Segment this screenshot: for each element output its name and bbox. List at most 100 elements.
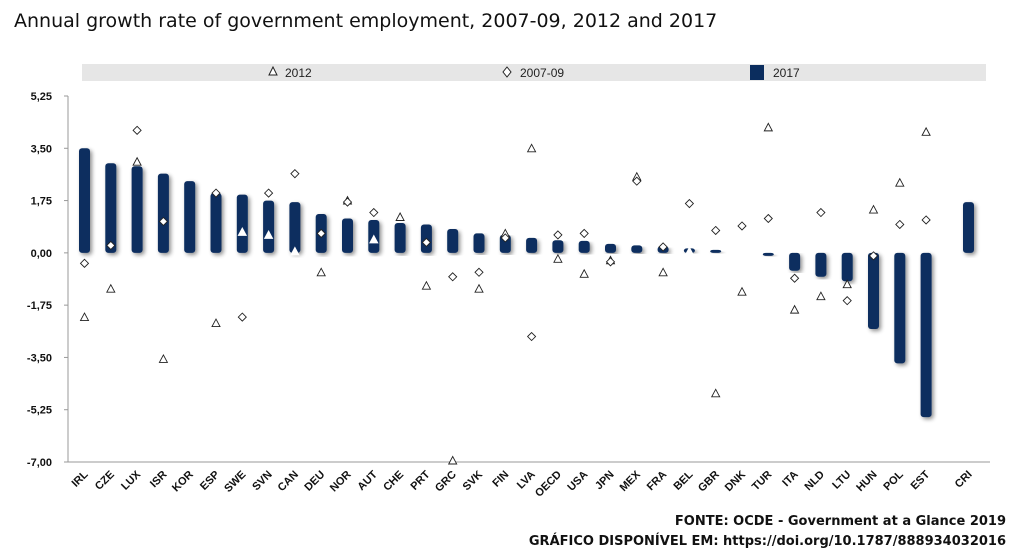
marker-2012-lux bbox=[132, 156, 142, 166]
bar-2017-hun bbox=[868, 252, 879, 330]
marker-2007-09-esp bbox=[211, 188, 221, 198]
bar-2017-ita bbox=[789, 252, 801, 271]
x-category-ltu: LTU bbox=[830, 469, 853, 492]
x-category-lux: LUX bbox=[119, 468, 144, 493]
x-category-swe: SWE bbox=[222, 469, 248, 495]
marker-2007-09-nld bbox=[816, 207, 826, 218]
marker-2012-grc bbox=[447, 455, 458, 465]
bar-2017-irl bbox=[79, 148, 90, 253]
x-category-jpn: JPN bbox=[593, 469, 617, 493]
marker-2012-tur bbox=[763, 122, 774, 132]
marker-2012-nld bbox=[816, 291, 826, 301]
marker-2012-ita bbox=[789, 304, 800, 314]
bar-2017-isr bbox=[157, 173, 169, 253]
bar-2017-che bbox=[394, 222, 406, 253]
y-tick-label: 5,25 bbox=[31, 91, 52, 103]
x-category-lva: LVA bbox=[515, 469, 538, 492]
marker-2012-swe bbox=[237, 226, 248, 236]
bars-2017 bbox=[79, 148, 974, 418]
marker-2012-aut bbox=[369, 234, 379, 244]
x-category-fra: FRA bbox=[645, 469, 670, 494]
x-category-ita: ITA bbox=[780, 469, 800, 489]
marker-2012-svn bbox=[263, 229, 274, 239]
x-category-kor: KOR bbox=[170, 469, 196, 495]
marker-2012-irl bbox=[79, 312, 90, 322]
marker-2012-cze bbox=[106, 283, 116, 293]
marker-2012-oecd bbox=[553, 253, 563, 263]
bar-2017-esp bbox=[210, 193, 222, 253]
x-category-tur: TUR bbox=[750, 469, 775, 494]
y-tick-label: 3,50 bbox=[31, 143, 52, 155]
marker-2012-usa bbox=[579, 268, 589, 278]
marker-2007-09-grc bbox=[448, 272, 458, 282]
marker-2007-09-gbr bbox=[711, 225, 721, 236]
marker-2012-deu bbox=[316, 267, 326, 277]
x-category-deu: DEU bbox=[302, 469, 327, 494]
x-category-svn: SVN bbox=[250, 469, 275, 494]
marker-2012-hun bbox=[868, 204, 879, 214]
marker-2007-09-nor bbox=[342, 197, 353, 207]
marker-2012-bel bbox=[684, 246, 695, 256]
bar-2017-swe bbox=[236, 194, 248, 253]
legend-2007-09-label: 2007-09 bbox=[520, 66, 564, 80]
x-category-nld: NLD bbox=[803, 469, 828, 494]
y-tick-label: 0,00 bbox=[31, 248, 52, 260]
bar-2017-ltu bbox=[841, 252, 853, 282]
marker-2007-09-isr bbox=[158, 216, 169, 227]
marker-2007-09-fin bbox=[500, 233, 510, 243]
y-tick-label: 1,75 bbox=[31, 196, 52, 208]
bar-2017-cri bbox=[963, 202, 974, 253]
x-category-grc: GRC bbox=[433, 469, 459, 495]
y-axis-ticks: 5,25 3,50 1,75 0,00 -1,75 -3,50 -5,25 -7,00 bbox=[27, 91, 68, 469]
markers bbox=[79, 122, 931, 465]
legend: 2012 2007-09 2017 bbox=[82, 64, 986, 81]
marker-2007-09-est bbox=[921, 215, 931, 225]
x-category-cze: CZE bbox=[93, 469, 117, 493]
marker-2007-09-lva bbox=[526, 331, 537, 342]
marker-2012-ltu bbox=[842, 279, 852, 289]
y-tick-label: -5,25 bbox=[27, 405, 52, 417]
legend-2017-label: 2017 bbox=[773, 66, 800, 80]
x-category-svk: SVK bbox=[461, 469, 486, 494]
marker-2007-09-mex bbox=[632, 176, 642, 186]
x-category-mex: MEX bbox=[618, 468, 644, 494]
bar-2017-gbr bbox=[710, 249, 722, 253]
marker-2007-09-prt bbox=[421, 237, 432, 248]
bar-2017-oecd bbox=[552, 240, 564, 253]
legend-2017-marker bbox=[750, 65, 764, 80]
marker-2012-est bbox=[921, 126, 931, 136]
x-category-irl: IRL bbox=[70, 468, 91, 489]
marker-2007-09-tur bbox=[763, 213, 773, 224]
x-category-oecd: OECD bbox=[533, 469, 564, 500]
x-category-pol: POL bbox=[881, 468, 906, 493]
x-category-esp: ESP bbox=[198, 469, 222, 493]
marker-2012-svk bbox=[474, 283, 484, 293]
bar-2017-grc bbox=[447, 228, 459, 253]
x-category-est: EST bbox=[909, 468, 933, 492]
marker-2007-09-irl bbox=[79, 258, 90, 268]
x-category-cri: CRI bbox=[953, 469, 975, 491]
x-category-prt: PRT bbox=[408, 468, 432, 492]
marker-2007-09-bel bbox=[684, 198, 695, 209]
marker-2007-09-jpn bbox=[605, 257, 616, 267]
x-category-che: CHE bbox=[381, 469, 406, 494]
y-tick-label: -7,00 bbox=[27, 457, 52, 469]
bar-2017-jpn bbox=[605, 243, 616, 253]
marker-2007-09-oecd bbox=[553, 230, 563, 240]
marker-2007-09-svk bbox=[474, 267, 484, 277]
x-category-can: CAN bbox=[276, 469, 301, 494]
marker-2007-09-dnk bbox=[737, 221, 747, 231]
bar-2017-can bbox=[289, 202, 301, 253]
chart: 2012 2007-09 2017 5,25 3,50 1,75 0,00 -1,75 -… bbox=[27, 64, 990, 500]
bar-2017-nld bbox=[815, 252, 827, 277]
x-category-hun: HUN bbox=[854, 469, 879, 494]
marker-2007-09-cze bbox=[106, 240, 116, 251]
x-category-aut: AUT bbox=[355, 468, 380, 493]
x-category-gbr: GBR bbox=[696, 469, 722, 495]
marker-2012-fra bbox=[658, 267, 668, 277]
x-category-nor: NOR bbox=[328, 469, 354, 495]
bar-2017-est bbox=[920, 252, 932, 418]
marker-2007-09-swe bbox=[237, 312, 247, 322]
marker-2007-09-deu bbox=[316, 228, 326, 239]
marker-2012-gbr bbox=[710, 388, 721, 398]
